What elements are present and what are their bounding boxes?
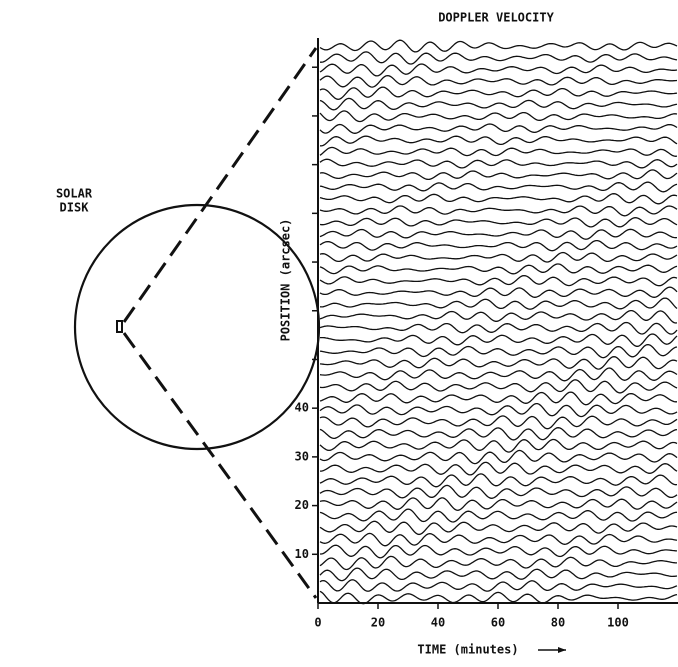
slit-region [116,320,123,333]
trace [320,333,678,347]
inset-label: DISK [60,201,90,215]
trace [319,484,678,499]
zoom-line [122,332,318,599]
trace [319,321,678,335]
trace [319,63,678,77]
trace [319,343,678,359]
trace [319,508,678,523]
trace [319,123,678,134]
trace [319,590,678,605]
trace [319,193,678,205]
y-tick-label: 30 [295,449,309,463]
trace [319,110,678,123]
trace [319,239,678,252]
trace [319,135,678,147]
x-tick-label: 40 [431,616,445,630]
trace [319,449,678,465]
trace [319,309,678,324]
trace [319,181,678,193]
trace [319,263,678,275]
chart-title: DOPPLER VELOCITY [438,11,554,25]
trace [319,402,678,418]
trace [319,251,678,263]
arrow-head [558,647,566,653]
trace [319,205,678,217]
trace [319,579,678,592]
plot: 0 20 40 60 80 100 10 20 30 40 [295,38,678,630]
y-axis-label: POSITION (arcsec) [279,219,293,342]
trace [319,356,678,370]
trace [319,367,678,382]
trace [319,438,678,453]
trace [319,555,677,571]
y-tick-label: 10 [295,547,309,561]
trace [319,567,678,582]
trace [319,274,678,287]
x-tick-label: 0 [314,616,321,630]
y-tick-label: 20 [295,498,309,512]
trace [320,51,678,65]
trace [319,286,678,298]
trace [319,427,678,441]
x-tick-label: 60 [491,616,505,630]
trace [319,532,678,547]
x-axis-label: TIME (minutes) [417,643,518,657]
trace [319,39,678,53]
trace [320,461,678,476]
trace [319,520,678,536]
inset-label: SOLAR [56,187,93,201]
trace [320,544,678,559]
trace [319,473,678,488]
trace [319,86,678,100]
trace [319,391,677,406]
trace [319,415,678,430]
x-tick-label: 80 [551,616,565,630]
trace [319,158,678,169]
trace [319,169,678,181]
trace [319,497,678,511]
trace [319,97,678,111]
trace [319,379,678,394]
trace [319,297,678,310]
x-tick-label: 100 [607,616,629,630]
zoom-line [122,47,318,323]
y-tick-label: 40 [295,401,309,415]
trace [319,146,678,157]
trace [319,217,678,228]
x-tick-label: 20 [371,616,385,630]
trace [319,228,678,240]
trace [319,74,678,88]
